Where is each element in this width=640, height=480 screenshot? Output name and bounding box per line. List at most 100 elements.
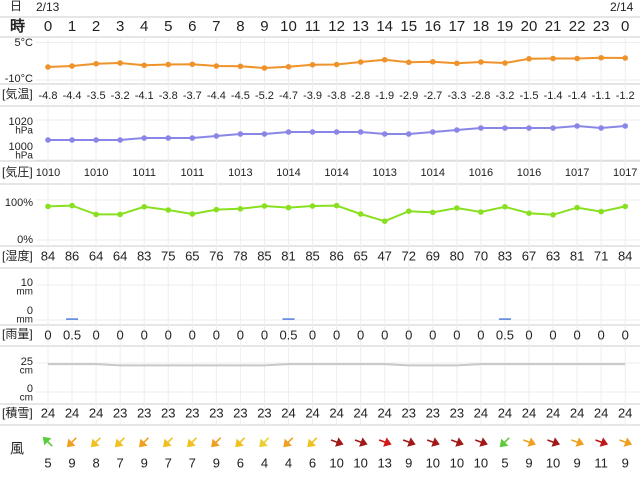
hour-label: 1: [68, 18, 76, 35]
wind-speed: 6: [309, 455, 316, 470]
wind-speed: 10: [329, 455, 343, 470]
value-label: 0.5: [63, 327, 81, 342]
value-label: -2.8: [351, 90, 370, 102]
point: [141, 204, 147, 210]
point: [237, 131, 244, 137]
arrow-shape: [114, 437, 125, 448]
point: [526, 210, 532, 216]
hour-label: 11: [305, 18, 321, 35]
wind-arrow: [138, 437, 150, 448]
wind-arrow: [378, 437, 392, 447]
point: [213, 63, 220, 69]
hour-label: 12: [328, 18, 345, 35]
point: [598, 125, 604, 131]
value-label: 0.5: [496, 327, 514, 342]
point: [117, 211, 123, 218]
value-label: 0: [598, 327, 605, 342]
point: [502, 125, 508, 131]
value-label: 84: [618, 248, 632, 263]
wind-speed: 4: [261, 455, 268, 470]
point: [93, 60, 99, 67]
axis-label: 1020: [9, 116, 33, 128]
arrow-shape: [571, 437, 585, 447]
value-label: 1011: [180, 167, 204, 179]
value-label: 71: [594, 248, 608, 263]
wind-speed: 10: [426, 455, 440, 470]
point: [333, 129, 340, 135]
point: [405, 131, 412, 137]
value-label: 0: [213, 327, 220, 342]
wind-speed: 6: [237, 455, 244, 470]
point: [213, 133, 220, 139]
point: [309, 61, 316, 68]
value-label: -1.2: [616, 90, 635, 102]
arrow-shape: [235, 437, 246, 448]
point: [69, 202, 75, 209]
bar: [498, 318, 511, 320]
value-label: 0: [622, 327, 629, 342]
value-label: -1.4: [568, 90, 587, 102]
value-label: 23: [209, 405, 223, 420]
value-label: 23: [402, 405, 416, 420]
wind-arrow: [547, 437, 560, 447]
point: [261, 131, 268, 137]
wind-speed: 13: [377, 455, 391, 470]
point: [478, 125, 484, 131]
hour-label: 7: [212, 18, 220, 35]
wind-speed: 9: [141, 455, 148, 470]
wind-arrow: [259, 437, 270, 448]
value-label: 85: [257, 248, 271, 263]
value-label: 81: [570, 248, 584, 263]
point: [622, 123, 628, 129]
value-label: 65: [353, 248, 367, 263]
point: [45, 203, 51, 210]
wind-arrow: [163, 437, 174, 448]
wind-speed: 9: [405, 455, 412, 470]
hour-label: 14: [376, 18, 393, 35]
point: [454, 205, 460, 211]
arrow-shape: [523, 437, 536, 447]
value-label: -4.4: [63, 90, 82, 102]
arrow-shape: [90, 437, 101, 448]
wind-speed: 10: [474, 455, 488, 470]
point: [405, 59, 412, 66]
point: [550, 55, 556, 62]
value-label: 0: [309, 327, 316, 342]
point: [526, 55, 532, 62]
value-label: 83: [137, 248, 151, 263]
arrow-shape: [66, 437, 77, 448]
value-label: 23: [113, 405, 127, 420]
value-label: 0: [549, 327, 556, 342]
value-label: 0: [165, 327, 172, 342]
wind-speed: 10: [546, 455, 560, 470]
wind-arrow: [571, 437, 585, 447]
point: [454, 60, 460, 67]
value-label: 24: [522, 405, 536, 420]
value-label: 24: [546, 405, 560, 420]
value-label: 72: [402, 248, 416, 263]
value-label: 1014: [421, 167, 445, 179]
hour-label: 19: [497, 18, 514, 35]
value-label: -3.2: [111, 90, 130, 102]
value-label: 64: [113, 248, 127, 263]
value-label: 1013: [372, 167, 396, 179]
bar: [282, 318, 295, 320]
point: [550, 125, 556, 131]
value-label: -5.2: [255, 90, 274, 102]
value-label: -3.2: [495, 90, 514, 102]
arrow-shape: [42, 436, 53, 447]
arrow-shape: [330, 437, 344, 447]
value-label: -4.4: [207, 90, 226, 102]
point: [333, 202, 340, 209]
value-label: -1.4: [544, 90, 563, 102]
value-label: 1010: [36, 167, 60, 179]
value-label: 0: [405, 327, 412, 342]
wind-arrow: [450, 437, 464, 447]
arrow-shape: [450, 437, 464, 447]
value-label: 24: [329, 405, 343, 420]
value-label: 24: [377, 405, 391, 420]
value-label: 0.5: [279, 327, 297, 342]
value-label: 24: [281, 405, 295, 420]
point: [405, 208, 412, 214]
